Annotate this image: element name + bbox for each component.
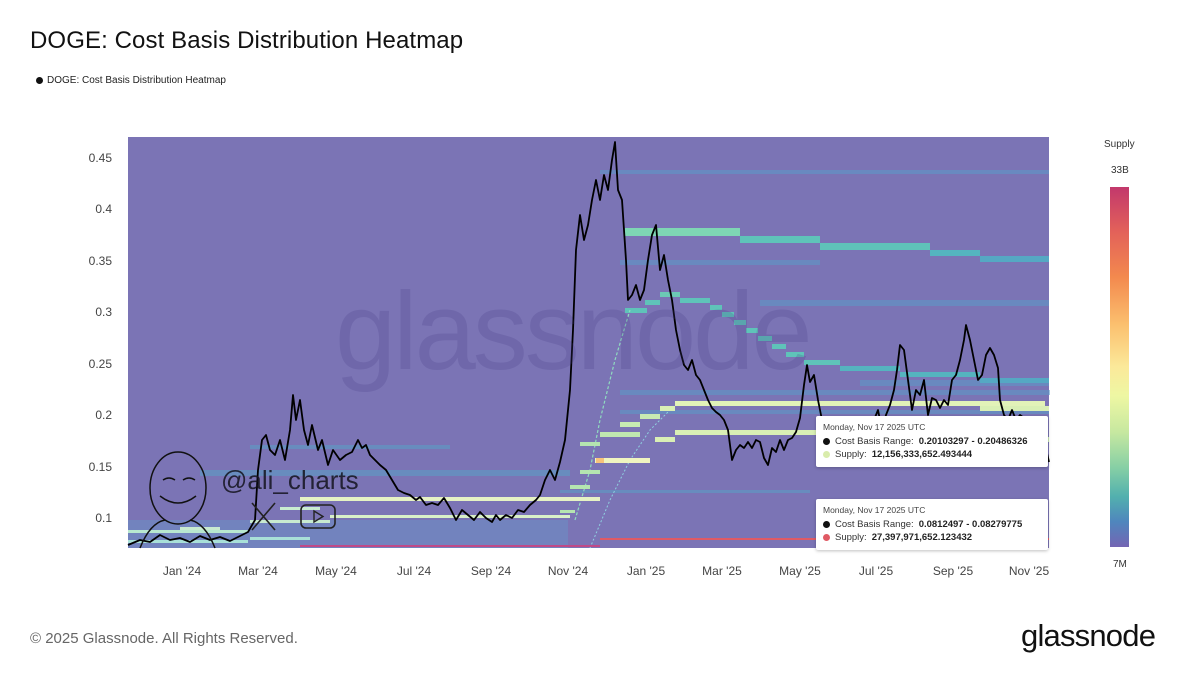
svg-text:0.45: 0.45 xyxy=(89,151,113,165)
svg-text:Jul '25: Jul '25 xyxy=(859,564,894,578)
supply-label: Supply: xyxy=(835,449,867,460)
range-bullet-icon xyxy=(823,438,830,445)
svg-text:Jan '25: Jan '25 xyxy=(627,564,666,578)
svg-text:0.4: 0.4 xyxy=(95,202,112,216)
y-axis: 0.45 0.4 0.35 0.3 0.25 0.2 0.15 0.1 xyxy=(89,151,113,525)
tooltip-date: Monday, Nov 17 2025 UTC xyxy=(823,422,926,432)
svg-text:0.35: 0.35 xyxy=(89,254,113,268)
tooltip-upper: Monday, Nov 17 2025 UTC Cost Basis Range… xyxy=(816,416,1048,467)
svg-text:Sep '24: Sep '24 xyxy=(471,564,512,578)
supply-label: Supply: xyxy=(835,532,867,543)
range-bullet-icon xyxy=(823,521,830,528)
supply-value: 12,156,333,652.493444 xyxy=(871,449,973,460)
copyright-text: © 2025 Glassnode. All Rights Reserved. xyxy=(30,630,298,647)
svg-text:0.1: 0.1 xyxy=(95,511,112,525)
author-handle: @ali_charts xyxy=(221,465,359,495)
x-axis: Jan '24 Mar '24 May '24 Jul '24 Sep '24 … xyxy=(163,564,1050,578)
range-label: Cost Basis Range: xyxy=(835,519,914,530)
price-line xyxy=(127,141,1050,546)
heatmap-faint-bands xyxy=(128,170,1050,548)
svg-text:0.25: 0.25 xyxy=(89,357,113,371)
youtube-icon xyxy=(300,504,336,529)
supply-bullet-icon xyxy=(823,451,830,458)
svg-text:0.2: 0.2 xyxy=(95,408,112,422)
glassnode-watermark: glassnode xyxy=(335,270,812,393)
range-value: 0.20103297 - 0.20486326 xyxy=(918,436,1028,447)
x-logo-icon xyxy=(251,502,276,531)
legend-dot-icon xyxy=(36,77,43,84)
range-label: Cost Basis Range: xyxy=(835,436,914,447)
svg-text:Jul '24: Jul '24 xyxy=(397,564,432,578)
svg-text:Sep '25: Sep '25 xyxy=(933,564,974,578)
colorbar-title: Supply xyxy=(1104,139,1135,150)
svg-text:Nov '25: Nov '25 xyxy=(1009,564,1050,578)
legend-item[interactable]: DOGE: Cost Basis Distribution Heatmap xyxy=(36,75,226,86)
svg-text:0.3: 0.3 xyxy=(95,305,112,319)
colorbar-min-label: 7M xyxy=(1113,559,1127,570)
tooltip-lower: Monday, Nov 17 2025 UTC Cost Basis Range… xyxy=(816,499,1048,550)
supply-bullet-icon xyxy=(823,534,830,541)
range-value: 0.0812497 - 0.08279775 xyxy=(918,519,1023,530)
svg-text:Mar '24: Mar '24 xyxy=(238,564,278,578)
svg-text:Jan '24: Jan '24 xyxy=(163,564,202,578)
svg-text:May '25: May '25 xyxy=(779,564,821,578)
svg-text:May '24: May '24 xyxy=(315,564,357,578)
svg-text:Nov '24: Nov '24 xyxy=(548,564,589,578)
supply-value: 27,397,971,652.123432 xyxy=(871,532,973,543)
chart-title: DOGE: Cost Basis Distribution Heatmap xyxy=(30,27,464,54)
avatar-sketch xyxy=(139,451,216,549)
glassnode-logo: glassnode xyxy=(1021,618,1156,653)
svg-text:0.15: 0.15 xyxy=(89,460,113,474)
colorbar-max-label: 33B xyxy=(1111,165,1129,176)
legend-label: DOGE: Cost Basis Distribution Heatmap xyxy=(47,75,226,86)
svg-text:Mar '25: Mar '25 xyxy=(702,564,742,578)
plot-area xyxy=(128,137,1049,548)
colorbar xyxy=(1110,187,1129,547)
tooltip-date: Monday, Nov 17 2025 UTC xyxy=(823,505,926,515)
